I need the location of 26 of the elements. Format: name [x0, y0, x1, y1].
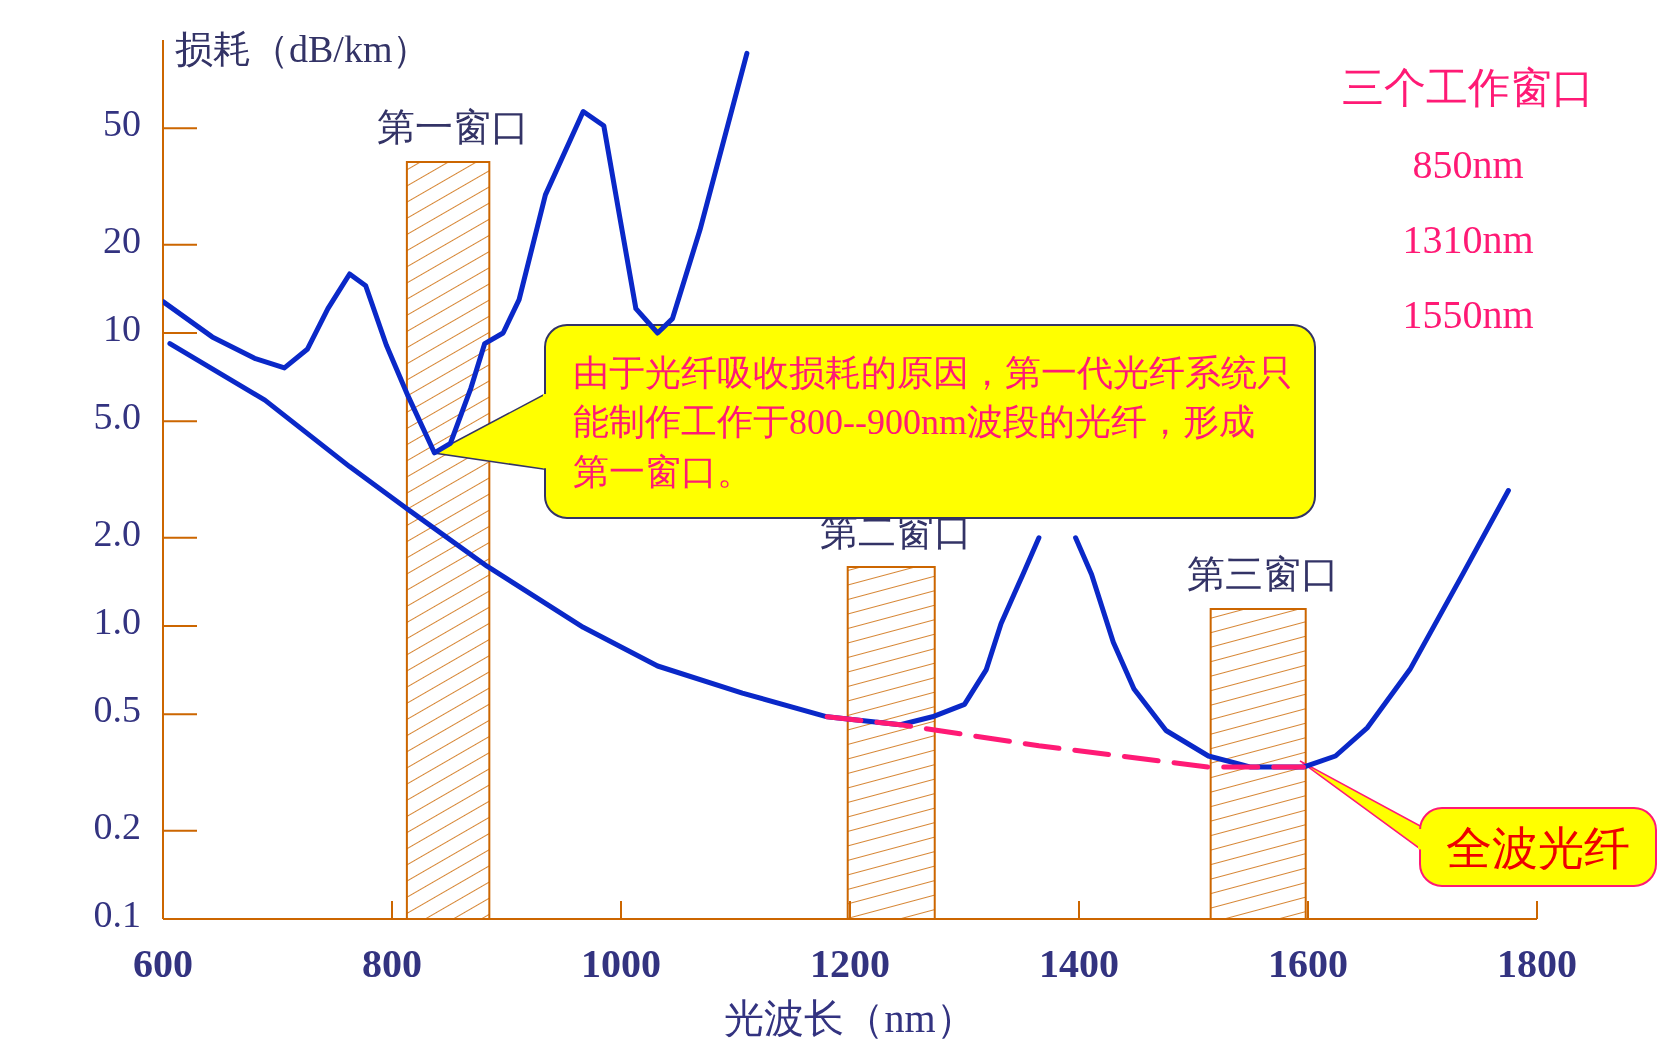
y-tick-label: 1.0	[93, 600, 141, 642]
x-axis-title: 光波长（nm）	[724, 996, 976, 1041]
annotation: 1550nm	[1402, 292, 1534, 337]
y-tick-label: 20	[103, 218, 141, 261]
annotation: 全波光纤	[1446, 822, 1630, 874]
y-tick-label: 5.0	[93, 395, 141, 438]
x-tick-label: 1000	[581, 941, 661, 986]
y-tick-label: 0.2	[93, 804, 141, 847]
band-label: 第三窗口	[1187, 553, 1340, 595]
annotation: 由于光纤吸收损耗的原因，第一代光纤系统只能制作工作于800--900nm波段的光纤，形成第一窗口。	[573, 352, 1293, 493]
x-tick-label: 1600	[1268, 941, 1348, 986]
y-tick-label: 50	[103, 102, 141, 145]
x-tick-label: 800	[362, 941, 422, 986]
y-tick-label: 10	[103, 307, 141, 349]
y-tick-label: 0.5	[93, 688, 141, 731]
annotation: 1310nm	[1402, 217, 1534, 262]
y-axis-title: 损耗（dB/km）	[175, 28, 431, 70]
x-tick-label: 1200	[810, 941, 890, 986]
x-tick-label: 1800	[1497, 941, 1577, 986]
x-tick-label: 1400	[1039, 941, 1119, 986]
x-tick-label: 600	[133, 941, 193, 986]
y-tick-label: 0.1	[93, 893, 141, 935]
annotation: 850nm	[1412, 142, 1524, 187]
annotation: 三个工作窗口	[1342, 65, 1594, 111]
y-tick-label: 2.0	[93, 511, 141, 554]
band-label: 第一窗口	[377, 106, 530, 148]
